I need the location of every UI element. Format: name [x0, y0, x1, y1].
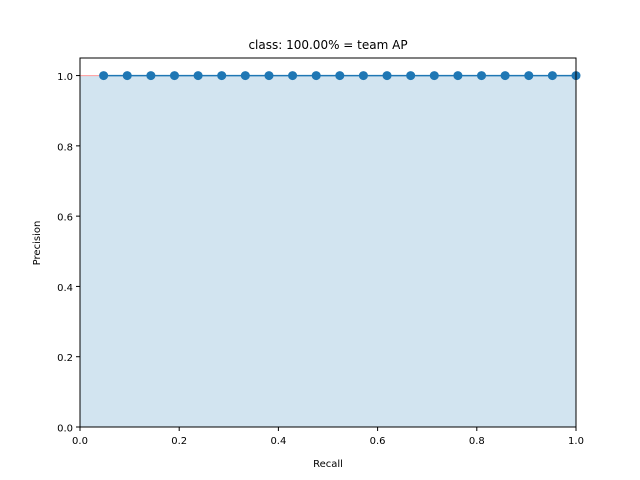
area-layer [80, 75, 576, 428]
y-tick-label: 0.6 [57, 213, 73, 224]
data-point [217, 71, 227, 81]
data-point [311, 71, 321, 81]
data-point [99, 71, 109, 81]
chart-title: class: 100.00% = team AP [248, 38, 407, 52]
y-axis: 0.0 0.2 0.4 0.6 0.8 1.0 [57, 72, 80, 435]
data-point [547, 71, 557, 81]
data-point [193, 71, 203, 81]
data-point [453, 71, 463, 81]
y-tick-label: 0.0 [57, 424, 73, 435]
data-point [477, 71, 487, 81]
x-tick-label: 1.0 [568, 436, 584, 447]
data-point [169, 71, 179, 81]
data-point [429, 71, 439, 81]
y-axis-label: Precision [32, 221, 43, 266]
data-point [264, 71, 274, 81]
x-axis: 0.0 0.2 0.4 0.6 0.8 1.0 [72, 427, 584, 447]
data-point [288, 71, 298, 81]
x-tick-label: 0.8 [469, 436, 485, 447]
x-tick-label: 0.4 [270, 436, 286, 447]
data-point [406, 71, 416, 81]
y-tick-label: 0.4 [57, 283, 73, 294]
data-point [240, 71, 250, 81]
data-point [358, 71, 368, 81]
y-tick-label: 0.8 [57, 142, 73, 153]
data-point [524, 71, 534, 81]
x-axis-label: Recall [313, 459, 343, 470]
data-point [146, 71, 156, 81]
marker-layer [99, 71, 581, 81]
pr-area [80, 75, 576, 428]
data-point [382, 71, 392, 81]
plot-frame [79, 57, 577, 428]
data-point [122, 71, 132, 81]
data-point [335, 71, 345, 81]
x-tick-label: 0.6 [370, 436, 386, 447]
x-tick-label: 0.2 [171, 436, 187, 447]
x-tick-label: 0.0 [72, 436, 88, 447]
y-tick-label: 1.0 [57, 72, 73, 83]
y-tick-label: 0.2 [57, 353, 73, 364]
data-point [500, 71, 510, 81]
